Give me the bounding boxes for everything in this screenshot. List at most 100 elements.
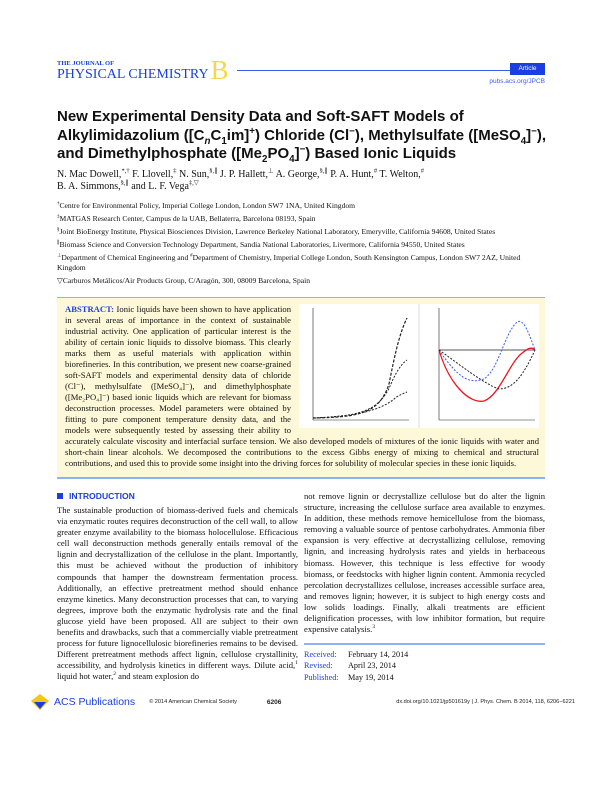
aff-mark: ∥ [57,240,60,246]
author-name: and L. F. Vega [131,181,189,192]
reference-link[interactable]: 1 [295,660,298,667]
article-type-badge: Article [510,63,545,75]
affiliation: §Joint BioEnergy Institute, Physical Bio… [57,227,545,238]
date-row: Received: February 14, 2014 [304,649,545,660]
t: PO [267,145,290,162]
date-value: April 23, 2014 [348,661,396,671]
aff-text: Joint BioEnergy Institute, Physical Bios… [59,226,496,236]
journal-logo-text: THE JOURNAL OF PHYSICAL CHEMISTRY [57,60,209,82]
author[interactable]: F. Llovell,‡ [132,167,177,180]
curve [312,359,408,419]
t: 1 [221,135,227,147]
aff-text: Carburos Metálicos/Air Products Group, C… [62,276,311,286]
date-label: Published: [304,672,339,682]
paragraph-text: and steam explosion do [116,671,200,682]
author-marks: §,∥ [209,167,218,175]
author-name: P. A. Hunt, [330,168,374,180]
t: ) Chloride (Cl [254,126,350,144]
aff-text: Department of Chemistry, Imperial Colleg… [57,252,521,273]
author-name: F. Llovell, [132,168,174,180]
copyright: © 2014 American Chemical Society [149,699,237,706]
aff-mark: † [57,200,60,206]
date-row: Revised: April 23, 2014 [304,660,545,671]
date-value: May 19, 2014 [348,672,394,682]
t: ] [526,126,532,144]
curve [312,391,408,419]
title-line: New Experimental Density Data and Soft-S… [57,108,464,125]
paragraph-text: not remove lignin or decrystallize cellu… [304,490,545,635]
t: ) Based Ionic Liquids [305,145,457,162]
section-square-icon [57,492,63,499]
author[interactable]: N. Mac Dowell,*,† [57,167,130,180]
journal-logo-small: THE JOURNAL OF [57,60,115,67]
author-name: N. Mac Dowell, [57,168,122,180]
curve [312,317,408,419]
t: and Dimethylphosphate ([Me [57,145,263,162]
curve-black [438,349,536,390]
header-rule [237,70,510,71]
article-title: New Experimental Density Data and Soft-S… [57,108,557,164]
affiliation: ‡MATGAS Research Center, Campus de la UA… [57,214,545,225]
t: − [299,144,306,155]
t: − [349,125,355,137]
affiliation: ⊥Department of Chemical Engineering and … [57,253,545,274]
t: + [249,125,255,137]
author-name: B. A. Simmons, [57,181,121,192]
abstract-box: ABSTRACT: Ionic liquids have been shown … [57,296,545,479]
author-list: N. Mac Dowell,*,† F. Llovell,‡ N. Sun,§,… [57,167,545,194]
body-columns: INTRODUCTION The sustainable production … [57,491,545,683]
date-value: February 14, 2014 [348,650,409,660]
reference-link[interactable]: 2 [113,671,117,678]
paragraph-text: liquid hot water, [57,671,114,682]
t: ), [536,126,547,144]
author-marks: §,∥ [120,179,129,187]
citation-doi[interactable]: dx.doi.org/10.1021/jp501619y | J. Phys. … [396,699,575,706]
author-marks: ⊥ [267,167,274,175]
author[interactable]: P. A. Hunt,# [330,167,378,180]
reference-link[interactable]: 3 [372,624,376,631]
aff-mark: ⊥ [57,253,62,259]
author-name: J. P. Hallett, [219,168,268,180]
left-column-wrap: INTRODUCTION The sustainable production … [57,491,298,683]
author-marks: # [373,167,378,175]
abstract-label: ABSTRACT: [65,303,115,314]
abstract-body: Ionic liquids have been shown to have ap… [65,303,539,468]
author[interactable]: T. Welton,# [379,167,424,180]
affiliation: ∥Biomass Science and Conversion Technolo… [57,240,545,251]
aff-mark: # [190,253,193,259]
t: C [210,126,222,144]
journal-logo-letter: B [210,55,229,85]
author-marks: ‡ [173,167,177,175]
author[interactable]: A. George,§,∥ [275,167,328,180]
author[interactable]: B. A. Simmons,§,∥ [57,179,129,192]
t: n [204,135,211,147]
date-label: Received: [304,650,337,660]
toc-right-plot [438,307,536,421]
aff-text: Biomass Science and Conversion Technolog… [59,239,465,249]
acs-publications-logo: ACS Publications [54,696,136,709]
t: − [531,125,537,137]
right-column-wrap: not remove lignin or decrystallize cellu… [304,491,545,683]
page-number: 6206 [266,698,282,706]
t: ] [294,145,300,162]
t: ), Methylsulfate ([MeSO [354,126,521,144]
author-name: T. Welton, [379,168,421,180]
t: 4 [289,154,295,165]
author[interactable]: and L. F. Vega‡,▽ [131,180,199,192]
journal-url-link[interactable]: pubs.acs.org/JPCB [489,78,545,85]
affiliations: †Centre for Environmental Policy, Imperi… [57,201,545,287]
toc-graphic-svg [312,303,536,428]
toc-graphic [299,303,539,428]
author-marks: §,∥ [319,167,328,175]
author-name: A. George, [275,168,320,180]
t: 2 [262,154,268,165]
page-footer: ACS Publications © 2014 American Chemica… [30,693,575,711]
affiliation: †Centre for Environmental Policy, Imperi… [57,201,545,212]
author-marks: # [420,167,424,175]
intro-right-column: not remove lignin or decrystallize cellu… [304,491,545,635]
author[interactable]: J. P. Hallett,⊥ [219,167,274,180]
curve-red [438,347,536,402]
aff-mark: ‡ [57,214,60,220]
author[interactable]: N. Sun,§,∥ [179,167,218,179]
journal-header: THE JOURNAL OF PHYSICAL CHEMISTRY B Arti… [57,56,545,90]
